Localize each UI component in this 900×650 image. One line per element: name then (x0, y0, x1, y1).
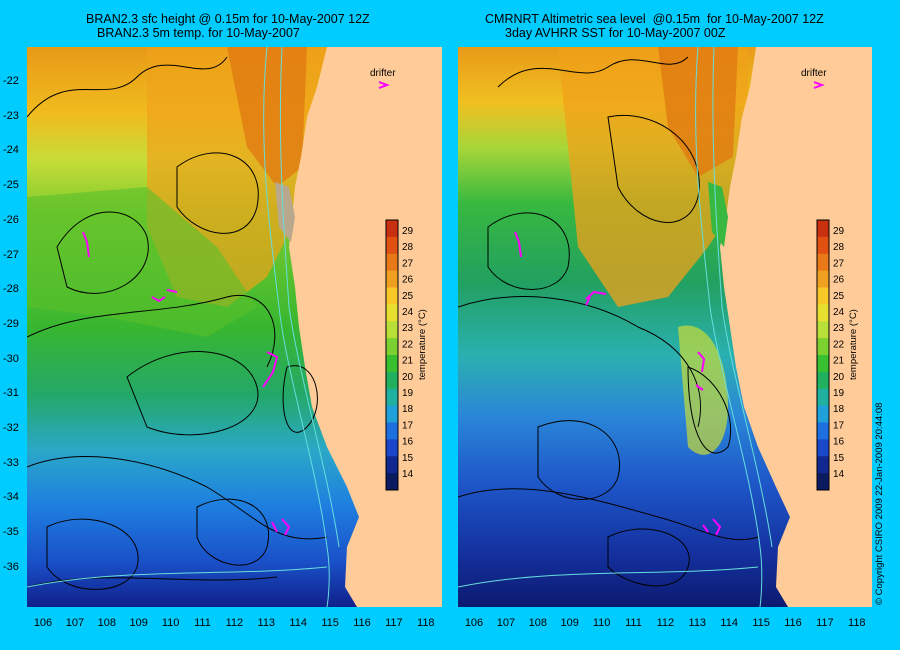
latitude-label: -31 (3, 387, 19, 400)
left-colorbar-title: temperature (°C) (417, 309, 428, 380)
latitude-label: -35 (3, 526, 19, 539)
warm-core (658, 47, 738, 177)
shark-bay (708, 182, 728, 247)
latitude-label: -36 (3, 560, 19, 573)
right-longitude-label: 111 (625, 617, 642, 629)
right-title-line1: CMRNRT Altimetric sea level @0.15m for 1… (485, 12, 824, 26)
right-longitude-label: 110 (592, 617, 611, 629)
latitude-label: -23 (3, 109, 19, 122)
latitude-label: -25 (3, 179, 19, 192)
left-drifter-label: drifter (370, 68, 396, 79)
latitude-label: -33 (3, 456, 19, 469)
bathymetry-contours (458, 47, 773, 607)
right-longitude-label: 112 (656, 617, 675, 629)
right-longitude-label: 113 (688, 617, 707, 629)
warm-core (227, 47, 307, 187)
left-longitude-label: 110 (161, 617, 180, 629)
left-longitude-label: 111 (194, 617, 211, 629)
left-longitude-label: 118 (417, 617, 435, 629)
right-longitude-label: 116 (784, 617, 802, 629)
right-longitude-label: 117 (816, 617, 834, 629)
right-map-panel (458, 47, 872, 607)
left-map-svg (27, 47, 442, 607)
right-drifter-label: drifter (801, 68, 827, 79)
copyright-text: © Copyright CSIRO 2009 22-Jan-2009 20:44… (874, 402, 885, 605)
latitude-label: -32 (3, 422, 19, 434)
land-mass (720, 47, 872, 607)
green-region (27, 187, 257, 337)
latitude-label: -24 (3, 144, 19, 157)
bathymetry-contours (27, 47, 340, 607)
left-map-panel (27, 47, 442, 607)
left-longitude-label: 109 (129, 617, 148, 629)
latitude-label: -22 (3, 75, 19, 87)
right-longitude-label: 108 (528, 617, 547, 629)
latitude-label: -28 (3, 283, 19, 296)
right-longitude-label: 118 (848, 617, 866, 629)
right-longitude-label: 109 (560, 617, 579, 629)
left-longitude-label: 114 (289, 617, 307, 629)
left-title-line1: BRAN2.3 sfc height @ 0.15m for 10-May-20… (86, 12, 370, 26)
height-contours (458, 56, 759, 587)
left-longitude-label: 115 (321, 617, 339, 629)
left-longitude-label: 117 (385, 617, 403, 629)
right-map-svg (458, 47, 872, 607)
right-longitude-label: 114 (720, 617, 738, 629)
left-longitude-label: 113 (257, 617, 276, 629)
left-longitude-label: 112 (225, 617, 244, 629)
left-longitude-label: 116 (353, 617, 371, 629)
drifter-tracks (82, 81, 390, 536)
latitude-label: -29 (3, 317, 19, 330)
right-longitude-label: 107 (496, 617, 516, 629)
land-mass (289, 47, 442, 607)
drifter-tracks (514, 81, 825, 536)
warm-eddy (678, 325, 728, 455)
right-longitude-label: 106 (464, 617, 484, 629)
latitude-label: -30 (3, 352, 19, 365)
height-contours (27, 56, 328, 590)
latitude-label: -26 (3, 213, 19, 226)
right-longitude-label: 115 (752, 617, 770, 629)
left-longitude-label: 108 (97, 617, 116, 629)
latitude-label: -27 (3, 248, 19, 261)
latitude-label: -34 (3, 491, 19, 504)
left-title-line2: BRAN2.3 5m temp. for 10-May-2007 (97, 26, 300, 40)
shark-bay (275, 182, 295, 242)
left-longitude-label: 107 (65, 617, 85, 629)
right-title-line2: 3day AVHRR SST for 10-May-2007 00Z (505, 26, 726, 40)
left-longitude-label: 106 (33, 617, 53, 629)
right-colorbar-title: temperature (°C) (848, 309, 859, 380)
